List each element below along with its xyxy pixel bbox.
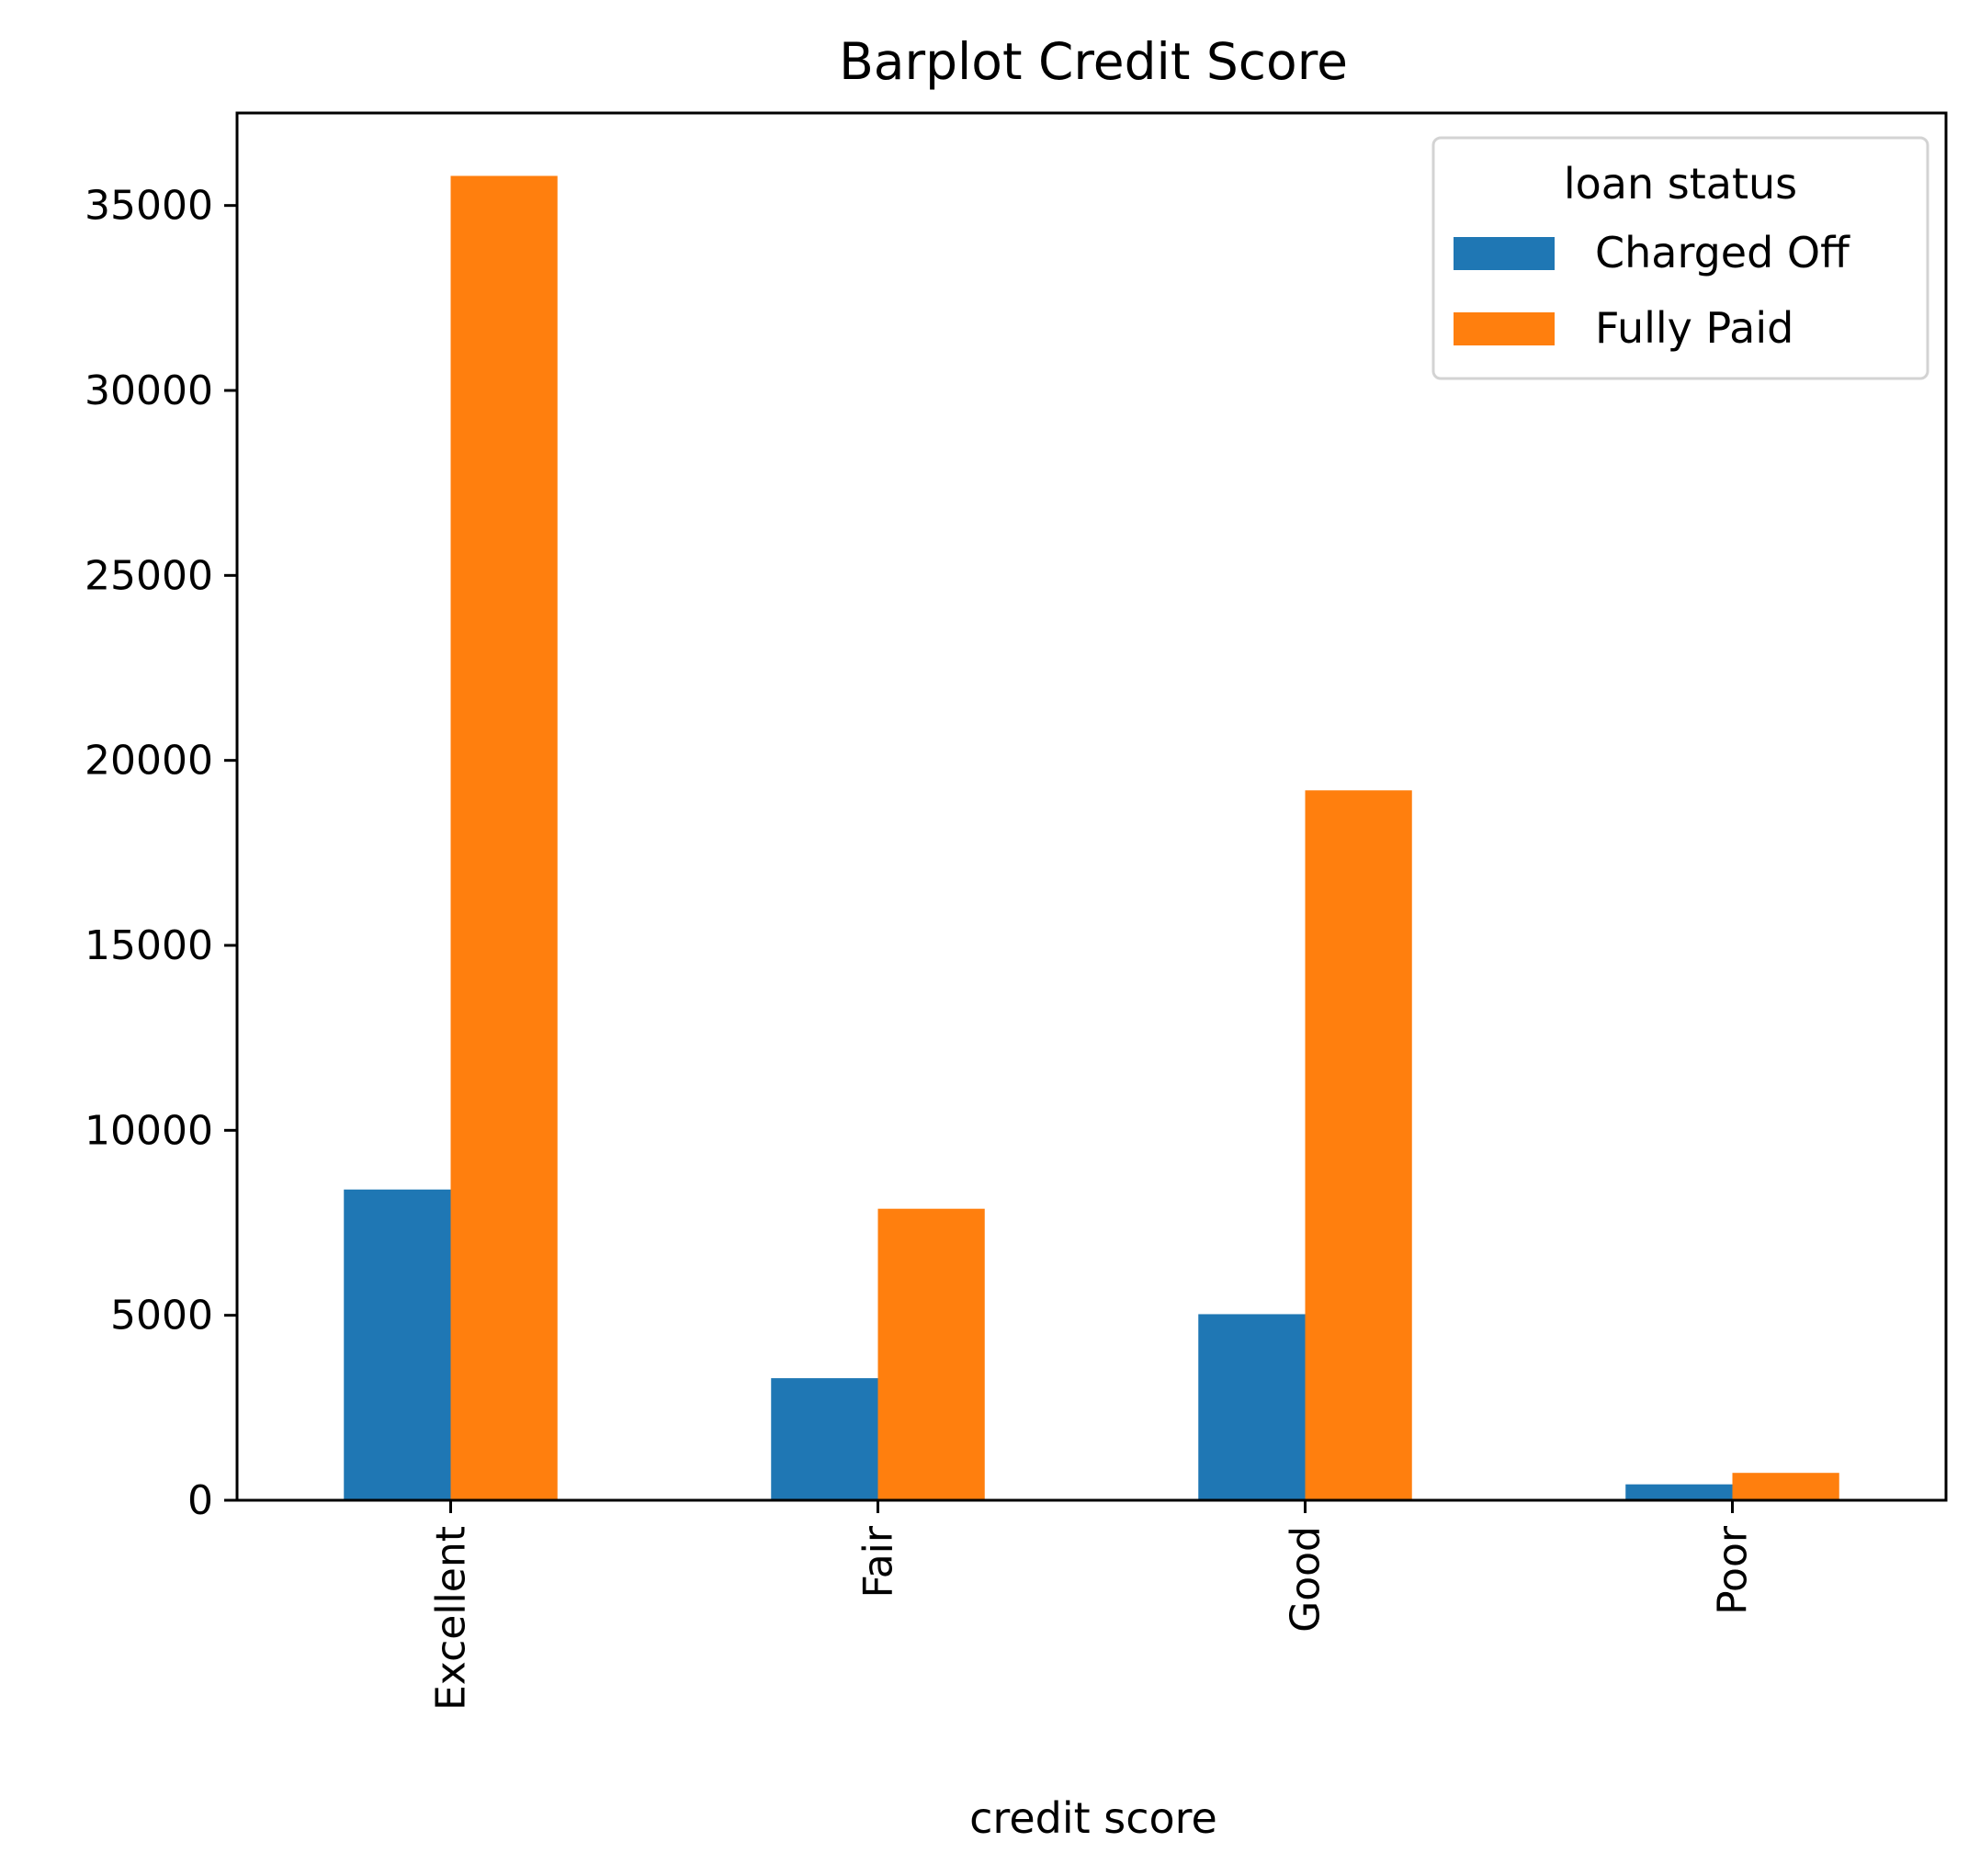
plot-frame: [235, 111, 1948, 1502]
chart-title: Barplot Credit Score: [839, 32, 1348, 91]
x-tick-label-poor: Poor: [1710, 1525, 1757, 1615]
y-tick-label: 25000: [85, 552, 213, 599]
legend-swatch-fully-paid: [1454, 312, 1555, 345]
y-axis: 0 5000 10000 15000 20000 25000 30000 35000: [85, 183, 237, 1524]
x-axis: Excellent Fair Good Poor: [428, 1500, 1757, 1711]
bar-fully-paid-fair: [877, 1208, 985, 1500]
bar-fully-paid-good: [1305, 790, 1412, 1500]
bar-charged-off-good: [1198, 1314, 1306, 1500]
x-tick-label-fair: Fair: [855, 1525, 902, 1598]
bar-charged-off-excellent: [344, 1189, 451, 1500]
y-tick-label: 0: [187, 1477, 213, 1524]
y-tick-label: 35000: [85, 183, 213, 230]
legend-title: loan status: [1564, 159, 1797, 209]
bars-group: [344, 175, 1839, 1500]
bar-charged-off-poor: [1625, 1484, 1733, 1500]
y-tick-label: 5000: [110, 1293, 213, 1339]
bar-fully-paid-excellent: [450, 175, 558, 1500]
legend-box: [1431, 136, 1929, 380]
y-tick-label: 15000: [85, 922, 213, 969]
legend-swatch-charged-off: [1454, 237, 1555, 270]
y-tick-label: 10000: [85, 1107, 213, 1154]
x-axis-title: credit score: [969, 1793, 1217, 1843]
y-tick-label: 20000: [85, 738, 213, 785]
legend: loan status Charged Off Fully Paid: [1431, 136, 1929, 380]
legend-label-charged-off: Charged Off: [1595, 228, 1850, 277]
x-tick-label-excellent: Excellent: [428, 1526, 475, 1711]
y-tick-label: 30000: [85, 367, 213, 414]
x-tick-label-good: Good: [1283, 1526, 1329, 1633]
bar-fully-paid-poor: [1732, 1473, 1839, 1500]
legend-label-fully-paid: Fully Paid: [1595, 303, 1793, 353]
bar-charged-off-fair: [771, 1378, 878, 1500]
